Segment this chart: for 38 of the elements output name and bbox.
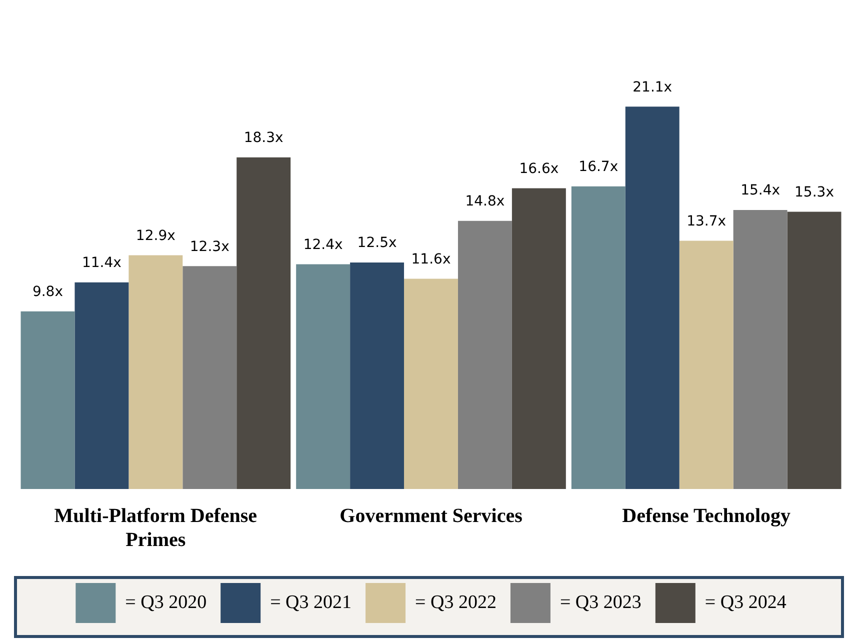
legend-label: = Q3 2024: [704, 592, 787, 613]
bar: [512, 188, 566, 489]
data-label: 12.5x: [357, 235, 397, 252]
data-label: 21.1x: [632, 79, 672, 96]
data-label: 12.3x: [190, 238, 230, 255]
data-label: 13.7x: [686, 213, 726, 230]
bar: [20, 311, 75, 489]
legend-label: = Q3 2022: [415, 592, 496, 613]
data-label: 18.3x: [244, 130, 284, 146]
legend-label: = Q3 2020: [125, 592, 207, 613]
x-tick-label: Defense Technology: [622, 505, 791, 528]
bar: [296, 264, 350, 489]
data-label: 11.4x: [82, 255, 122, 272]
legend-label: = Q3 2023: [560, 592, 642, 613]
data-label: 12.9x: [136, 228, 176, 244]
data-label: 15.3x: [794, 184, 834, 200]
bar: [236, 157, 291, 489]
bar: [625, 106, 680, 489]
data-label: 16.6x: [519, 160, 559, 177]
data-label: 14.8x: [465, 193, 505, 210]
bar: [733, 210, 788, 489]
x-tick-label: Government Services: [340, 505, 523, 528]
data-label: 9.8x: [32, 284, 64, 300]
bar: [571, 186, 626, 489]
bar: [787, 212, 842, 489]
bar: [182, 266, 237, 489]
bar: [74, 282, 129, 489]
bar: [350, 262, 404, 489]
data-label: 11.6x: [411, 251, 451, 268]
bar: [128, 255, 183, 489]
data-label: 15.4x: [740, 182, 780, 199]
legend-label: = Q3 2021: [270, 592, 352, 613]
bar: [458, 220, 512, 489]
bar: [404, 278, 458, 489]
x-tick-label: Multi-Platform Defense Primes: [54, 505, 258, 552]
bar: [679, 240, 734, 489]
data-label: 12.4x: [303, 236, 343, 253]
data-label: 16.7x: [578, 159, 618, 176]
